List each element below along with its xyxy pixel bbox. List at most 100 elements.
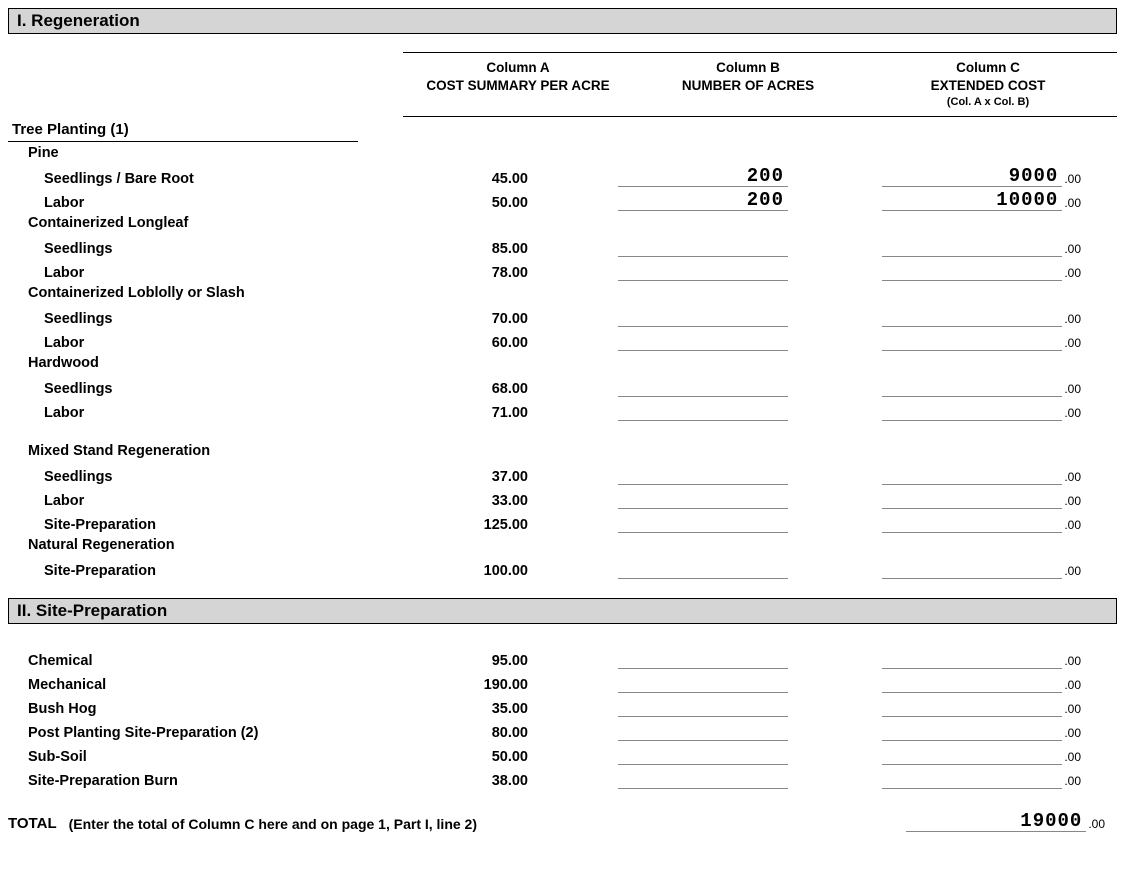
col-b-line1: Column B <box>633 59 863 77</box>
acres-input[interactable] <box>618 399 788 421</box>
col-b-line2: NUMBER OF ACRES <box>633 77 863 95</box>
col-a-value: 70.00 <box>403 311 588 327</box>
col-a-value: 71.00 <box>403 405 588 421</box>
total-input[interactable]: 19000 <box>906 810 1086 832</box>
cents: .00 <box>1064 494 1081 509</box>
acres-input[interactable]: 200 <box>618 165 788 187</box>
extended-cost-input[interactable]: 9000 <box>882 165 1062 187</box>
extended-cost-input[interactable] <box>882 463 1062 485</box>
cents: .00 <box>1064 470 1081 485</box>
acres-input[interactable] <box>618 235 788 257</box>
label: Labor <box>8 493 403 509</box>
extended-cost-input[interactable] <box>882 375 1062 397</box>
column-c-header: Column C EXTENDED COST (Col. A x Col. B) <box>863 59 1113 110</box>
extended-cost-input[interactable] <box>882 647 1062 669</box>
acres-input[interactable] <box>618 305 788 327</box>
label: Chemical <box>8 653 403 669</box>
cat-loblolly: Containerized Loblolly or Slash <box>8 282 1117 304</box>
cents: .00 <box>1064 774 1081 789</box>
col-a-line1: Column A <box>403 59 633 77</box>
extended-cost-input[interactable]: 10000 <box>882 189 1062 211</box>
extended-cost-input[interactable] <box>882 719 1062 741</box>
cents: .00 <box>1064 242 1081 257</box>
label: Labor <box>8 405 403 421</box>
col-c-line2: EXTENDED COST <box>863 77 1113 95</box>
cents: .00 <box>1064 726 1081 741</box>
column-b-header: Column B NUMBER OF ACRES <box>633 59 863 110</box>
label: Sub-Soil <box>8 749 403 765</box>
cents: .00 <box>1064 518 1081 533</box>
row-subsoil: Sub-Soil 50.00 .00 <box>8 742 1117 766</box>
row-chemical: Chemical 95.00 .00 <box>8 646 1117 670</box>
acres-input[interactable] <box>618 695 788 717</box>
row-hardwood-labor: Labor 71.00 .00 <box>8 398 1117 422</box>
acres-input[interactable] <box>618 743 788 765</box>
extended-cost-input[interactable] <box>882 235 1062 257</box>
acres-input[interactable] <box>618 671 788 693</box>
col-a-value: 33.00 <box>403 493 588 509</box>
col-a-value: 125.00 <box>403 517 588 533</box>
label: Bush Hog <box>8 701 403 717</box>
label: Site-Preparation Burn <box>8 773 403 789</box>
section-regeneration-header: I. Regeneration <box>8 8 1117 34</box>
row-mixed-siteprep: Site-Preparation 125.00 .00 <box>8 510 1117 534</box>
cents: .00 <box>1088 817 1105 832</box>
label: Seedlings / Bare Root <box>8 171 403 187</box>
row-mixed-seedlings: Seedlings 37.00 .00 <box>8 462 1117 486</box>
cents: .00 <box>1064 266 1081 281</box>
label: Site-Preparation <box>8 563 403 579</box>
col-a-value: 50.00 <box>403 749 588 765</box>
col-a-value: 100.00 <box>403 563 588 579</box>
row-pine-labor: Labor 50.00 200 10000.00 <box>8 188 1117 212</box>
extended-cost-input[interactable] <box>882 695 1062 717</box>
acres-input[interactable] <box>618 719 788 741</box>
row-burn: Site-Preparation Burn 38.00 .00 <box>8 766 1117 790</box>
row-natural-siteprep: Site-Preparation 100.00 .00 <box>8 556 1117 580</box>
label: Seedlings <box>8 381 403 397</box>
extended-cost-input[interactable] <box>882 671 1062 693</box>
acres-input[interactable]: 200 <box>618 189 788 211</box>
row-bushhog: Bush Hog 35.00 .00 <box>8 694 1117 718</box>
col-a-line2: COST SUMMARY PER ACRE <box>403 77 633 95</box>
cents: .00 <box>1064 564 1081 579</box>
cents: .00 <box>1064 654 1081 669</box>
cents: .00 <box>1064 406 1081 421</box>
acres-input[interactable] <box>618 259 788 281</box>
cat-natural: Natural Regeneration <box>8 534 1117 556</box>
row-loblolly-labor: Labor 60.00 .00 <box>8 328 1117 352</box>
col-a-value: 68.00 <box>403 381 588 397</box>
extended-cost-input[interactable] <box>882 557 1062 579</box>
label: Labor <box>8 265 403 281</box>
column-a-header: Column A COST SUMMARY PER ACRE <box>403 59 633 110</box>
col-a-value: 78.00 <box>403 265 588 281</box>
row-loblolly-seedlings: Seedlings 70.00 .00 <box>8 304 1117 328</box>
row-mixed-labor: Labor 33.00 .00 <box>8 486 1117 510</box>
col-a-value: 95.00 <box>403 653 588 669</box>
acres-input[interactable] <box>618 463 788 485</box>
acres-input[interactable] <box>618 487 788 509</box>
acres-input[interactable] <box>618 511 788 533</box>
col-a-value: 80.00 <box>403 725 588 741</box>
extended-cost-input[interactable] <box>882 743 1062 765</box>
label: Site-Preparation <box>8 517 403 533</box>
cents: .00 <box>1064 172 1081 187</box>
row-post: Post Planting Site-Preparation (2) 80.00… <box>8 718 1117 742</box>
col-a-value: 190.00 <box>403 677 588 693</box>
acres-input[interactable] <box>618 375 788 397</box>
row-longleaf-labor: Labor 78.00 .00 <box>8 258 1117 282</box>
extended-cost-input[interactable] <box>882 511 1062 533</box>
label: Seedlings <box>8 311 403 327</box>
extended-cost-input[interactable] <box>882 305 1062 327</box>
extended-cost-input[interactable] <box>882 487 1062 509</box>
row-hardwood-seedlings: Seedlings 68.00 .00 <box>8 374 1117 398</box>
cents: .00 <box>1064 382 1081 397</box>
acres-input[interactable] <box>618 767 788 789</box>
extended-cost-input[interactable] <box>882 399 1062 421</box>
extended-cost-input[interactable] <box>882 259 1062 281</box>
acres-input[interactable] <box>618 557 788 579</box>
acres-input[interactable] <box>618 647 788 669</box>
acres-input[interactable] <box>618 329 788 351</box>
extended-cost-input[interactable] <box>882 767 1062 789</box>
cents: .00 <box>1064 678 1081 693</box>
extended-cost-input[interactable] <box>882 329 1062 351</box>
